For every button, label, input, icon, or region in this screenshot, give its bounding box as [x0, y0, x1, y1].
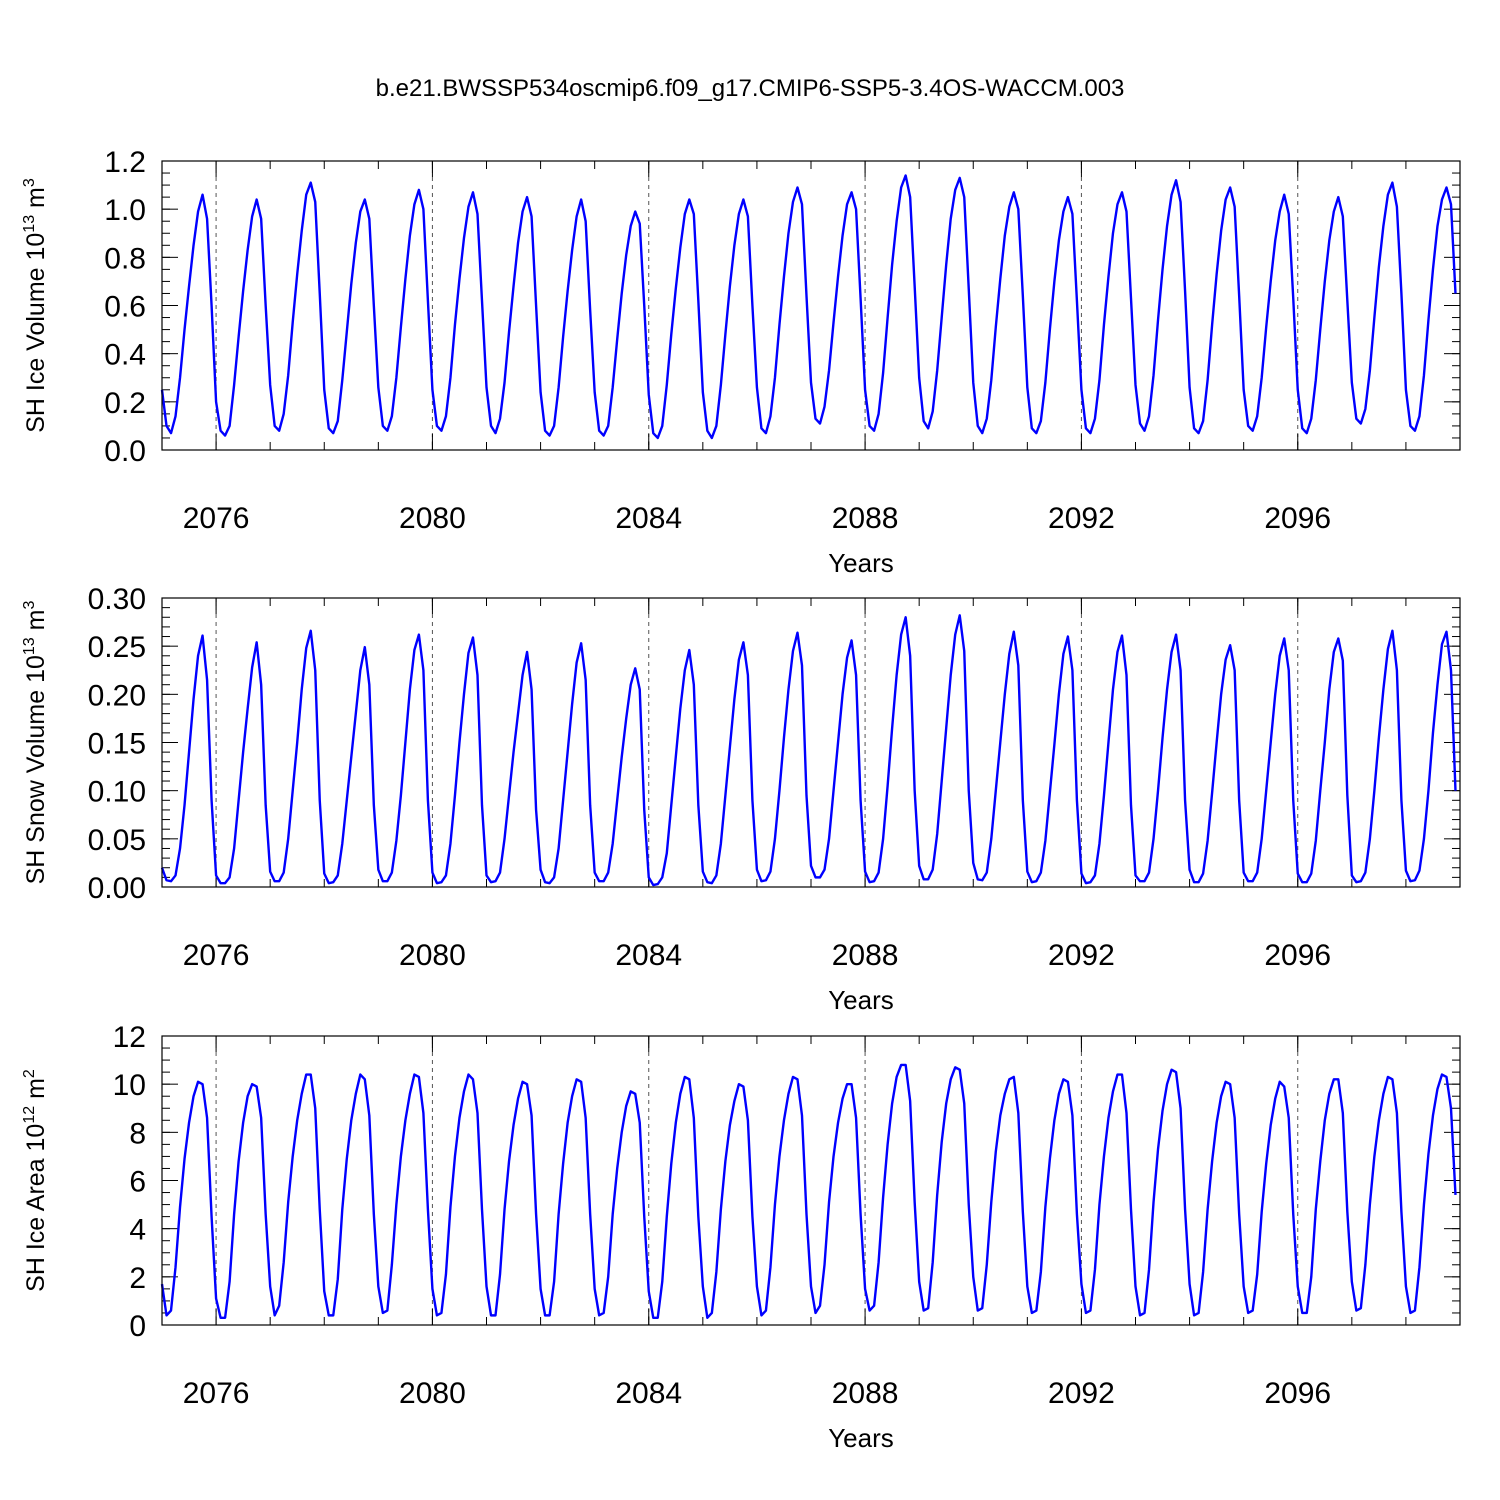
x-tick-label: 2088 [832, 939, 899, 972]
y-tick-label: 0.2 [104, 387, 146, 420]
x-tick-label: 2084 [615, 939, 682, 972]
y-axis-label-exponent: 13 [21, 637, 38, 655]
y-tick-label: 6 [129, 1166, 146, 1199]
plot-frame [161, 597, 1461, 888]
y-tick-label: 0.4 [104, 339, 146, 372]
series-line [160, 1063, 1457, 1319]
y-axis-label: SH Ice Volume 1013 m3 [21, 178, 50, 433]
x-tick-label: 2076 [183, 1377, 250, 1410]
y-tick-label: 0.6 [104, 291, 146, 324]
x-axis-label: Years [828, 985, 894, 1015]
x-tick-label: 2088 [832, 502, 899, 535]
x-tick-label: 2096 [1264, 502, 1331, 535]
x-tick-label: 2084 [615, 1377, 682, 1410]
panel-3: 0 2 4 6 8 10 12 2076 2080 2084 2088 2092 2096 Years SH… [21, 1021, 1461, 1453]
y-axis-label-unit-exponent: 3 [21, 601, 38, 610]
x-tick-label: 2084 [615, 502, 682, 535]
y-tick-label: 0.10 [88, 776, 146, 809]
y-axis-label-text: SH Ice Area 10 [22, 1124, 50, 1292]
panel-2: 0.00 0.05 0.10 0.15 0.20 0.25 0.30 2076 2080 2084… [21, 583, 1461, 1015]
y-tick-label: 1.2 [104, 146, 146, 179]
y-tick-label: 0.0 [104, 435, 146, 468]
y-axis-label-unit: m [22, 187, 50, 215]
x-tick-label: 2080 [399, 939, 466, 972]
y-axis-label: SH Ice Area 1012 m2 [21, 1069, 50, 1292]
y-axis-label-text: SH Ice Volume 10 [22, 233, 50, 433]
series-line [160, 174, 1457, 440]
x-tick-label: 2096 [1264, 1377, 1331, 1410]
x-tick-label: 2096 [1264, 939, 1331, 972]
x-axis-label: Years [828, 1423, 894, 1453]
x-tick-label: 2088 [832, 1377, 899, 1410]
y-tick-label: 0.05 [88, 824, 146, 857]
x-tick-label: 2080 [399, 1377, 466, 1410]
y-axis-label-unit: m [22, 1078, 50, 1106]
plot-frame [161, 160, 1461, 451]
y-axis-label-exponent: 12 [21, 1106, 38, 1124]
y-tick-label: 1.0 [104, 194, 146, 227]
y-tick-label: 0.25 [88, 631, 146, 664]
y-axis-label-unit-exponent: 2 [21, 1069, 38, 1078]
y-axis-label-unit-exponent: 3 [21, 178, 38, 187]
y-tick-label: 12 [113, 1021, 146, 1054]
x-tick-label: 2092 [1048, 1377, 1115, 1410]
y-axis-label-exponent: 13 [21, 215, 38, 233]
x-tick-label: 2080 [399, 502, 466, 535]
y-tick-label: 10 [113, 1069, 146, 1102]
y-tick-label: 0.00 [88, 872, 146, 905]
y-tick-label: 0.20 [88, 679, 146, 712]
series-line [160, 614, 1457, 887]
y-tick-label: 0.30 [88, 583, 146, 616]
x-axis-label: Years [828, 548, 894, 578]
panel-1: 0.0 0.2 0.4 0.6 0.8 1.0 1.2 2076 2080 2084 2088 209… [21, 146, 1461, 578]
y-axis-label: SH Snow Volume 1013 m3 [21, 601, 50, 885]
x-tick-label: 2076 [183, 502, 250, 535]
figure-title: b.e21.BWSSP534oscmip6.f09_g17.CMIP6-SSP5… [376, 75, 1125, 102]
y-axis-label-text: SH Snow Volume 10 [22, 655, 50, 884]
x-tick-label: 2092 [1048, 502, 1115, 535]
plot-frame [161, 1035, 1461, 1326]
y-axis-label-unit: m [22, 610, 50, 638]
y-tick-label: 2 [129, 1262, 146, 1295]
y-tick-label: 0.8 [104, 242, 146, 275]
x-tick-label: 2092 [1048, 939, 1115, 972]
y-tick-label: 0 [129, 1310, 146, 1343]
y-tick-label: 0.15 [88, 728, 146, 761]
y-tick-label: 8 [129, 1117, 146, 1150]
y-tick-label: 4 [129, 1214, 146, 1247]
x-tick-label: 2076 [183, 939, 250, 972]
